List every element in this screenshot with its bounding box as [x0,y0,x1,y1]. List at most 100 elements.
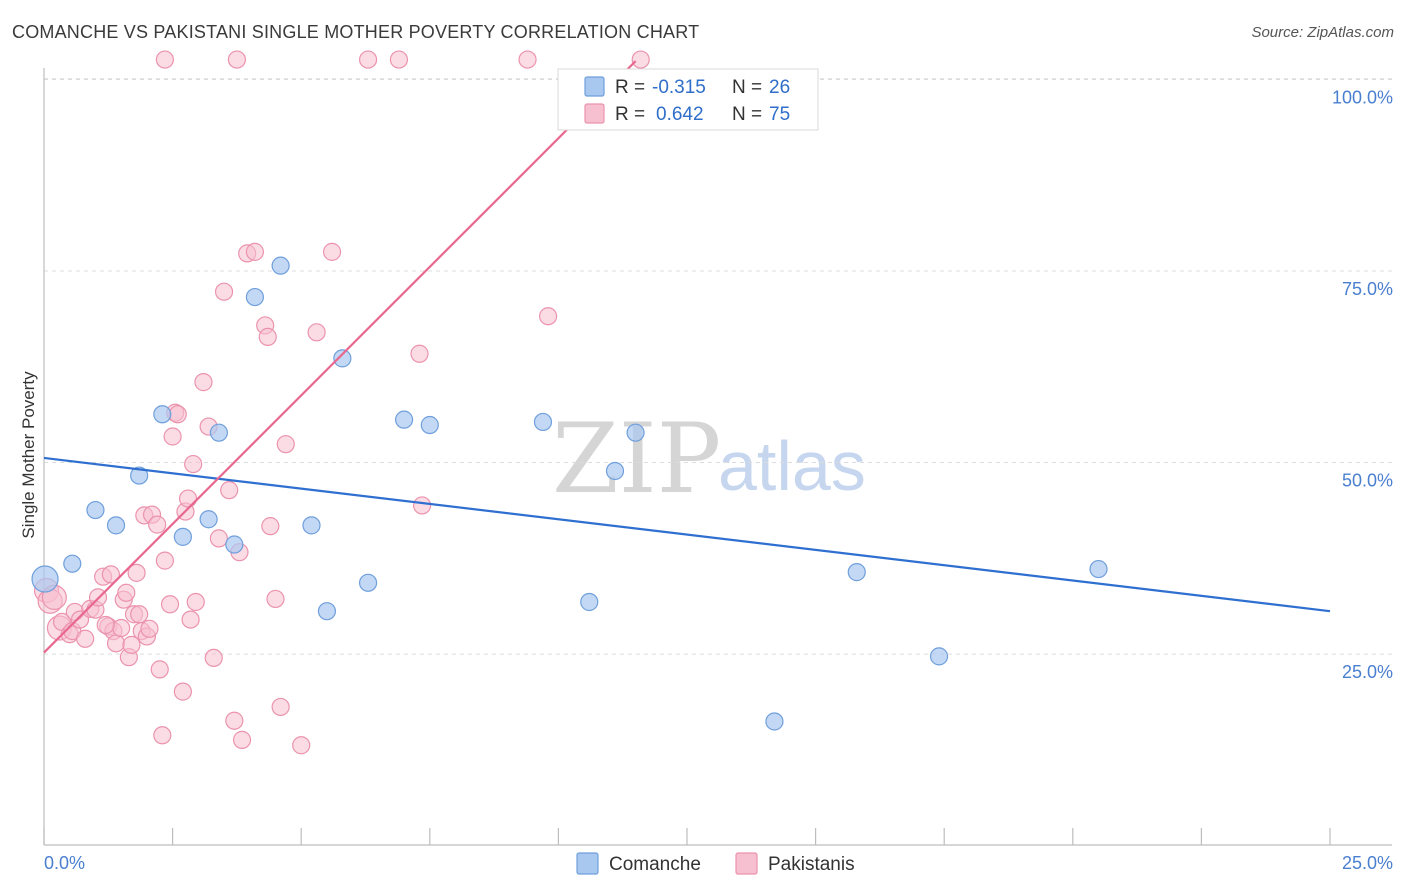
pakistanis-point [276,435,295,454]
comanche-point [929,647,949,666]
pakistanis-point [271,697,290,717]
source-credit: Source: ZipAtlas.com [1251,24,1394,41]
comanche-point [245,287,265,307]
comanche-point [358,573,378,592]
pakistanis-point [389,50,409,69]
series-legend: Comanche Pakistanis [576,852,855,875]
pakistanis-point [214,282,234,301]
pakistanis-point [112,618,131,638]
comanche-point [225,535,244,554]
comanche-point [626,423,645,442]
pakistanis-r-value: 0.642 [656,104,704,125]
comanche-point [847,563,866,582]
y-tick-label: 50.0% [1342,471,1393,491]
pakistanis-point [140,619,159,638]
pakistanis-point [194,373,213,392]
y-tick-label: 100.0% [1332,88,1393,108]
tick-labels: 100.0% 75.0% 50.0% 25.0% 0.0% 25.0% [44,88,1393,874]
pakistanis-point [410,344,429,363]
comanche-r-value: -0.315 [652,77,706,98]
y-tick-label: 25.0% [1342,662,1393,682]
pakistanis-point [266,589,285,609]
pakistanis-point [539,307,558,326]
comanche-point [580,592,599,612]
pakistanis-point [631,50,650,69]
pakistanis-point [178,489,198,508]
legend-comanche-label[interactable]: Comanche [609,854,701,875]
pakistanis-point [358,50,378,69]
comanche-point [302,516,321,535]
pakistanis-n-value: 75 [769,104,790,125]
pakistanis-r-label: R = [615,104,645,125]
pakistanis-point [181,610,200,629]
pakistanis-point [225,711,244,730]
watermark-atlas: atlas [718,427,866,505]
pakistanis-trend-line [43,60,637,654]
comanche-point [130,466,149,485]
pakistanis-point [153,726,172,745]
x-tick-label-min: 0.0% [44,853,85,873]
pakistanis-point [155,551,174,570]
legend-pakistanis-label[interactable]: Pakistanis [768,854,855,875]
pakistanis-swatch [584,103,605,124]
comanche-point [605,461,625,481]
comanche-point [333,349,352,368]
axes [43,68,1392,846]
pakistanis-point [232,730,252,749]
pakistanis-point [184,454,203,474]
pakistanis-point [127,563,146,582]
comanche-point [106,516,126,535]
comanche-point [765,712,784,731]
pakistanis-point [150,660,169,679]
pakistanis-point [209,529,228,548]
pakistanis-point [186,592,205,612]
pakistanis-point [173,682,192,701]
comanche-point [86,500,105,520]
pakistanis-point [518,50,537,69]
pakistanis-point [122,635,141,654]
chart-title: COMANCHE VS PAKISTANI SINGLE MOTHER POVE… [12,22,700,42]
comanche-point [1089,559,1108,579]
pakistanis-point [117,583,136,602]
comanche-point [153,405,172,424]
comanche-point [209,423,228,442]
comanche-points [31,256,1108,731]
pakistanis-point [261,517,280,536]
comanche-r-label: R = [615,77,645,98]
x-tick-label-max: 25.0% [1342,853,1393,873]
y-tick-label: 75.0% [1342,279,1393,299]
stats-legend: R = -0.315 N = 26 R = 0.642 N = 75 [557,68,819,131]
pakistanis-point [106,634,126,653]
pakistanis-n-label: N = [732,104,762,125]
pakistanis-point [130,605,149,624]
legend-pakistanis-swatch[interactable] [735,852,758,875]
comanche-swatch [584,76,605,97]
pakistanis-point [148,515,167,534]
comanche-point [394,410,414,429]
pakistanis-point [292,736,311,755]
comanche-point [63,554,82,573]
pakistanis-point [204,648,223,668]
pakistanis-point [96,615,115,635]
comanche-n-value: 26 [769,77,790,98]
comanche-trend-line [43,456,1331,613]
comanche-point [173,527,192,546]
pakistanis-point [412,496,432,515]
pakistanis-point [101,565,120,584]
legend-comanche-swatch[interactable] [576,852,599,875]
comanche-point [31,565,59,593]
pakistanis-point [227,50,246,69]
comanche-point [271,256,290,275]
comanche-point [420,415,439,435]
pakistanis-point [258,327,277,347]
pakistanis-point [220,481,239,500]
pakistanis-point [168,405,187,424]
pakistanis-point [307,323,326,342]
comanche-n-label: N = [732,77,762,98]
pakistanis-point [160,595,180,614]
pakistanis-point [155,50,174,69]
comanche-point [199,510,218,529]
gridlines [44,78,1392,655]
pakistanis-point [245,242,265,261]
